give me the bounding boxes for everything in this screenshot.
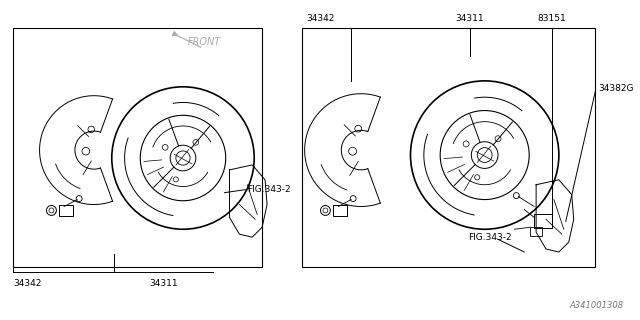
Text: 34311: 34311 (456, 14, 484, 23)
Text: 34311: 34311 (149, 279, 177, 288)
Bar (13, 28, 262, 267)
Text: 34342: 34342 (13, 279, 41, 288)
Text: FIG.343-2: FIG.343-2 (468, 233, 511, 242)
Text: FIG.343-2: FIG.343-2 (247, 185, 291, 194)
Bar (530, 227, 542, 236)
Bar (333, 204, 347, 216)
Text: 34342: 34342 (307, 14, 335, 23)
Text: A341001308: A341001308 (569, 301, 623, 310)
Bar (301, 28, 595, 267)
Text: 83151: 83151 (538, 14, 566, 23)
Text: 34382G: 34382G (598, 84, 634, 93)
Text: FRONT: FRONT (188, 37, 221, 47)
Bar (534, 214, 552, 228)
Bar (60, 204, 73, 216)
